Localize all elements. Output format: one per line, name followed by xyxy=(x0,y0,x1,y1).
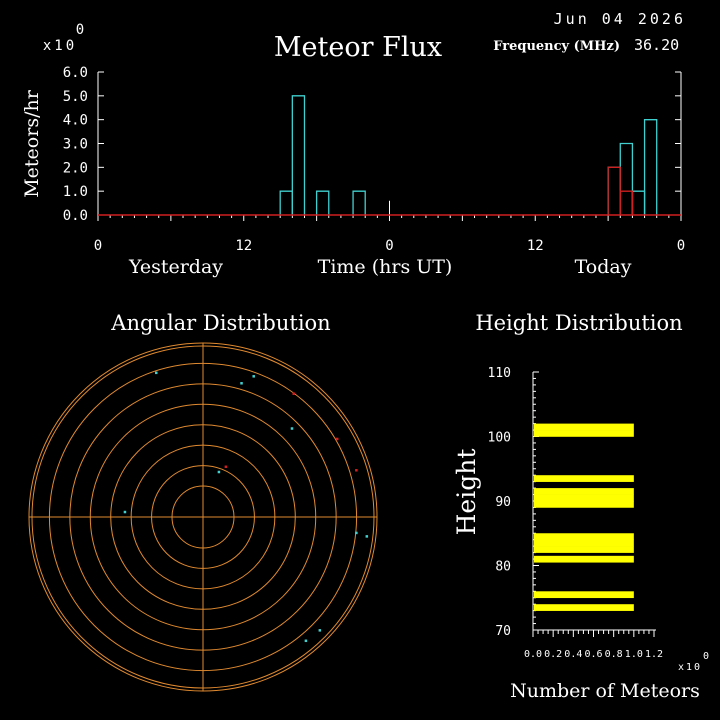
height-bar xyxy=(534,430,634,437)
chart-title: Meteor Flux xyxy=(274,32,442,63)
flux-y-tick-label: 5.0 xyxy=(63,89,88,105)
flux-y-tick-label: 3.0 xyxy=(63,137,88,153)
height-bar xyxy=(534,555,634,563)
flux-y-tick-label: 1.0 xyxy=(63,184,88,200)
height-x-tick-label: 1.0 xyxy=(625,649,643,660)
angular-point xyxy=(155,371,158,375)
height-x-tick-label: 0.0 xyxy=(524,649,542,660)
height-bar xyxy=(534,604,634,611)
frequency-label: Frequency (MHz) xyxy=(493,39,620,54)
flux-y-tick-label: 2.0 xyxy=(63,160,88,176)
angular-title: Angular Distribution xyxy=(110,311,330,335)
height-bar xyxy=(534,501,634,508)
angular-point xyxy=(365,535,369,538)
exp-base: x10 xyxy=(43,38,77,54)
height-ylabel: Height xyxy=(452,449,481,536)
height-bar xyxy=(534,475,634,482)
height-x-tick-label: 0.2 xyxy=(544,649,562,660)
height-x-tick-label: 0.4 xyxy=(564,649,582,660)
height-x-exp-base: x10 xyxy=(678,662,702,673)
flux-day-label-yesterday: Yesterday xyxy=(128,256,223,278)
height-y-tick-label: 70 xyxy=(495,624,511,639)
height-y-tick-label: 110 xyxy=(488,366,511,381)
flux-bar-today xyxy=(279,190,293,215)
angular-distribution: Angular Distribution xyxy=(28,311,378,692)
angular-point xyxy=(318,629,322,632)
angular-point xyxy=(355,531,358,535)
height-bar xyxy=(534,423,634,431)
angular-point xyxy=(252,375,255,378)
height-x-tick-label: 1.2 xyxy=(645,649,663,660)
height-x-tick-label: 0.6 xyxy=(584,649,602,660)
frequency-value: 36.20 xyxy=(634,36,679,54)
flux-bar-today xyxy=(607,166,621,215)
angular-point xyxy=(224,465,228,469)
flux-x-tick-label: 0 xyxy=(94,238,102,254)
angular-point xyxy=(355,469,358,472)
height-distribution: Height Distribution Height Number of Met… xyxy=(452,311,709,702)
angular-point xyxy=(304,639,308,643)
flux-bar-today xyxy=(291,95,306,215)
height-bar xyxy=(534,533,634,540)
date-label: Jun 04 2026 xyxy=(554,10,686,28)
flux-day-label-today: Today xyxy=(575,256,632,278)
flux-bar-today xyxy=(631,190,646,215)
height-bar xyxy=(534,488,634,495)
height-bar xyxy=(534,494,634,502)
flux-bar-yesterday xyxy=(607,166,621,215)
height-title: Height Distribution xyxy=(475,311,682,335)
angular-point xyxy=(290,427,294,430)
height-bar xyxy=(534,591,634,599)
flux-bar-yesterday xyxy=(619,190,634,215)
angular-point xyxy=(240,382,243,385)
flux-ylabel: Meteors/hr xyxy=(21,89,43,197)
angular-point xyxy=(335,437,339,441)
height-x-tick-label: 0.8 xyxy=(605,649,623,660)
angular-point xyxy=(123,510,127,514)
flux-x-tick-label: 12 xyxy=(235,238,252,254)
height-y-tick-label: 100 xyxy=(488,431,511,446)
height-bar xyxy=(534,546,634,553)
flux-x-tick-label: 0 xyxy=(385,238,393,254)
flux-chart: Meteors/hr Time (hrs UT) Yesterday Today… xyxy=(21,65,685,278)
height-x-exp-value: 0 xyxy=(703,651,709,662)
flux-x-tick-label: 12 xyxy=(527,238,544,254)
height-bar xyxy=(534,539,634,547)
height-y-tick-label: 90 xyxy=(495,495,511,510)
flux-bar-today xyxy=(619,142,634,215)
flux-y-tick-label: 0.0 xyxy=(63,208,88,224)
flux-bar-today xyxy=(643,119,658,215)
flux-xlabel: Time (hrs UT) xyxy=(318,256,453,278)
flux-bar-today xyxy=(315,190,330,215)
flux-y-tick-label: 6.0 xyxy=(63,65,88,81)
flux-y-tick-label: 4.0 xyxy=(63,113,88,129)
exp-value: 0 xyxy=(76,22,84,38)
height-y-tick-label: 80 xyxy=(495,560,511,575)
angular-point xyxy=(292,392,295,395)
flux-bar-today xyxy=(352,190,366,215)
angular-point xyxy=(217,470,221,474)
flux-x-tick-label: 0 xyxy=(677,238,685,254)
height-xlabel: Number of Meteors xyxy=(510,680,700,702)
